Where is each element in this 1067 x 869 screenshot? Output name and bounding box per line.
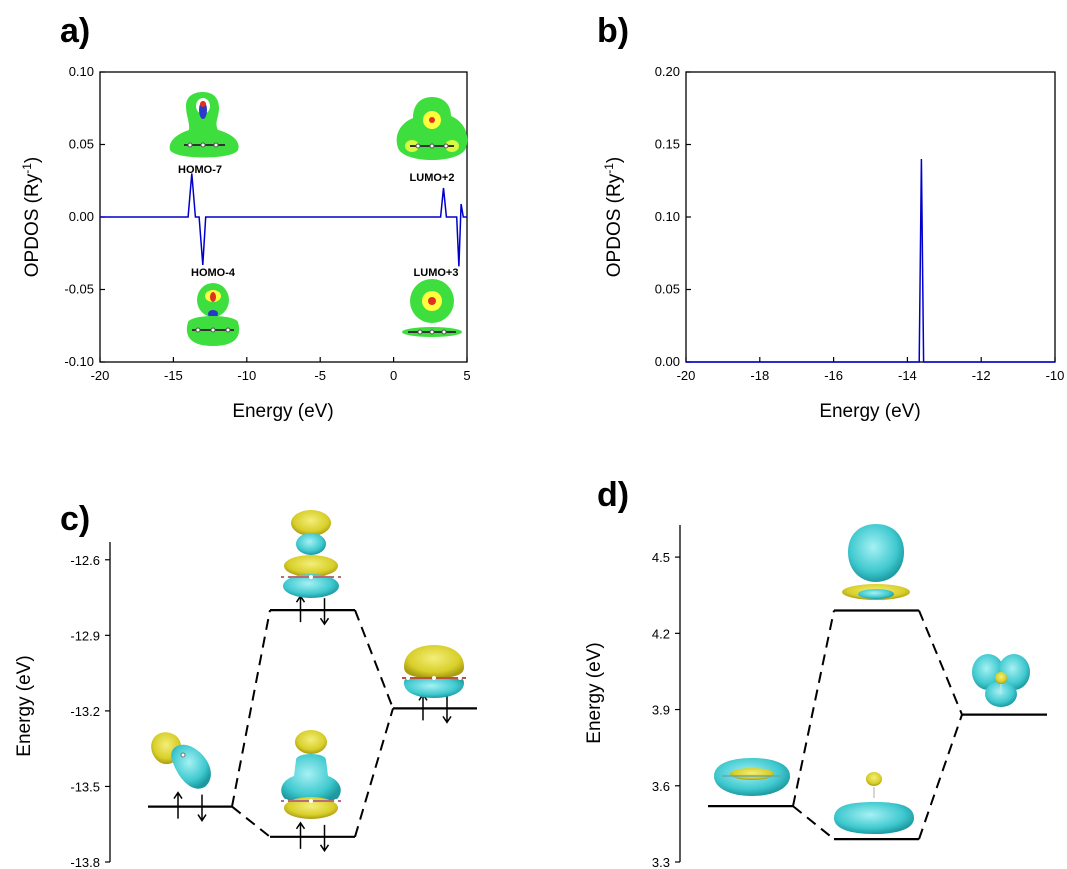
panel-b-y-axis-title: OPDOS (Ry-1) — [602, 157, 625, 277]
panel-c-spin-arrows — [173, 594, 452, 853]
correlation-dashed-line — [231, 609, 271, 807]
y-tick-label: -0.10 — [64, 354, 94, 369]
y-tick-label: 0.05 — [69, 137, 94, 152]
y-tick-label: 4.5 — [652, 550, 670, 565]
y-tick-label: -13.8 — [70, 855, 100, 869]
x-tick-label: -15 — [164, 368, 183, 383]
panel-a-y-axis-title: OPDOS (Ry-1) — [20, 157, 43, 277]
panel-c-orbital-lower — [281, 730, 341, 819]
lumo-3-density-image — [402, 279, 462, 337]
x-tick-label: 5 — [463, 368, 470, 383]
homo-7-label: HOMO-7 — [178, 164, 222, 176]
panel-b-x-ticks: -20 -18 -16 -14 -12 -10 — [677, 357, 1065, 383]
correlation-dashed-line — [354, 708, 394, 838]
panel-a-letter: a) — [60, 12, 90, 50]
y-tick-label: -12.6 — [70, 553, 100, 568]
homo-7-density-image — [169, 92, 239, 158]
panel-c-letter: c) — [60, 500, 90, 538]
spin-down-arrow — [319, 824, 330, 853]
panel-a-x-axis-title: Energy (eV) — [232, 401, 333, 422]
panel-d-correlation-lines — [792, 610, 963, 840]
lumo-2-density-image — [396, 97, 468, 160]
panel-b-y-ticks: 0.00 0.05 0.10 0.15 0.20 — [655, 64, 691, 369]
y-tick-label: -12.9 — [70, 628, 100, 643]
panel-b-letter: b) — [597, 12, 629, 50]
y-tick-label: 0.05 — [655, 282, 680, 297]
correlation-dashed-line — [792, 610, 835, 807]
panel-c: c) -12.6 -12.9 -13.2 -13.5 -13.8 Energy (eV) — [14, 500, 477, 869]
y-tick-label: -13.2 — [70, 704, 100, 719]
x-tick-label: -12 — [972, 368, 991, 383]
x-tick-label: -20 — [677, 368, 696, 383]
spin-down-arrow — [197, 794, 207, 822]
correlation-dashed-line — [354, 609, 394, 709]
y-tick-label: 0.15 — [655, 137, 680, 152]
panel-d-letter: d) — [597, 476, 629, 514]
x-tick-label: -18 — [750, 368, 769, 383]
panel-c-y-ticks: -12.6 -12.9 -13.2 -13.5 -13.8 — [70, 553, 110, 869]
panel-d-y-axis-title: Energy (eV) — [584, 642, 605, 743]
panel-b: b) 0.000.050.100.150.20 -20 -18 -16 -14 -12-… — [597, 12, 1064, 422]
spin-down-arrow — [442, 696, 452, 724]
x-tick-label: -10 — [237, 368, 256, 383]
y-tick-label: 0.00 — [655, 354, 680, 369]
homo-4-density-image — [186, 283, 240, 346]
x-tick-label: -10 — [1046, 368, 1065, 383]
x-tick-label: -5 — [314, 368, 326, 383]
y-tick-label: 0.10 — [655, 209, 680, 224]
y-tick-label: 0.10 — [69, 64, 94, 79]
y-tick-label: 3.3 — [652, 855, 670, 869]
x-tick-label: -14 — [898, 368, 917, 383]
x-tick-label: -20 — [91, 368, 110, 383]
y-tick-label: 0.00 — [69, 209, 94, 224]
panel-b-frame — [685, 71, 1056, 363]
panel-c-orbital-upper — [281, 510, 341, 598]
y-tick-label: 0.20 — [655, 64, 680, 79]
spin-up-arrow — [173, 791, 183, 819]
panel-a-x-ticks: -20 -15 -10 -5 0 5 — [91, 357, 471, 383]
correlation-dashed-line — [918, 714, 963, 840]
spin-up-arrow — [295, 821, 306, 849]
correlation-dashed-line — [792, 805, 835, 840]
panel-d-orbital-lower — [834, 772, 914, 834]
panel-c-orbital-right — [402, 645, 466, 698]
spin-down-arrow — [319, 598, 330, 626]
panel-d-orbital-right — [972, 654, 1030, 707]
panel-d: d) 4.5 4.2 3.9 3.6 3.3 Energy (eV) — [584, 476, 1047, 869]
y-tick-label: 4.2 — [652, 626, 670, 641]
x-tick-label: 0 — [390, 368, 397, 383]
panel-d-orbital-left — [714, 758, 790, 796]
panel-a: a) -0.10-0.050.000.050.10 -20 -15 -10 -5 0 5 … — [20, 12, 471, 422]
panel-b-x-axis-title: Energy (eV) — [819, 401, 920, 422]
y-tick-label: 3.9 — [652, 703, 670, 718]
x-tick-label: -16 — [824, 368, 843, 383]
panel-b-series-line — [686, 158, 1055, 363]
y-tick-label: -13.5 — [70, 779, 100, 794]
y-tick-label: -0.05 — [64, 282, 94, 297]
correlation-dashed-line — [918, 610, 963, 716]
panel-c-orbital-left — [151, 732, 211, 789]
panel-d-y-ticks: 4.5 4.2 3.9 3.6 3.3 — [652, 550, 680, 869]
panel-a-series-line — [100, 173, 467, 267]
y-tick-label: 3.6 — [652, 779, 670, 794]
panel-a-y-ticks: -0.10 -0.05 0.00 0.05 0.10 — [64, 64, 105, 369]
panel-c-correlation-lines — [231, 609, 394, 838]
homo-4-label: HOMO-4 — [191, 267, 236, 279]
panel-d-orbital-upper — [842, 524, 910, 600]
lumo-2-label: LUMO+2 — [410, 172, 455, 184]
lumo-3-label: LUMO+3 — [414, 267, 459, 279]
correlation-dashed-line — [231, 805, 271, 838]
panel-c-y-axis-title: Energy (eV) — [14, 655, 35, 756]
